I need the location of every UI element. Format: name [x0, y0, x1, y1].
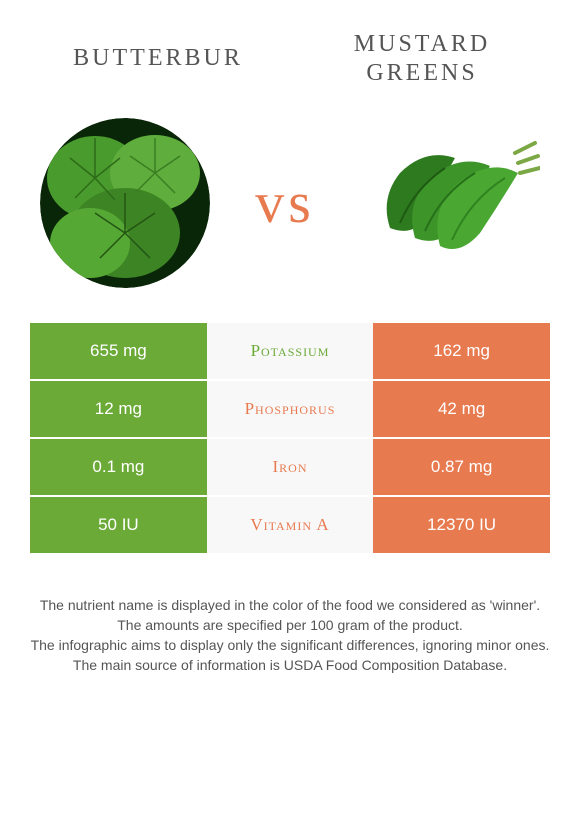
header: Butterbur Mustard Greens	[0, 0, 580, 98]
value-right: 0.87 mg	[373, 439, 550, 495]
images-row: vs	[0, 98, 580, 323]
footer-line: The main source of information is USDA F…	[30, 655, 550, 675]
footer-line: The infographic aims to display only the…	[30, 635, 550, 655]
nutrient-name: Phosphorus	[207, 381, 373, 437]
nutrient-name: Vitamin A	[207, 497, 373, 553]
nutrient-name: Iron	[207, 439, 373, 495]
table-row: 655 mgPotassium162 mg	[30, 323, 550, 381]
value-right: 42 mg	[373, 381, 550, 437]
food-right-title: Mustard Greens	[314, 30, 530, 88]
nutrient-name: Potassium	[207, 323, 373, 379]
table-row: 50 IUVitamin A12370 IU	[30, 497, 550, 555]
food-left-title: Butterbur	[50, 44, 266, 73]
footer-notes: The nutrient name is displayed in the co…	[0, 555, 580, 676]
table-row: 0.1 mgIron0.87 mg	[30, 439, 550, 497]
value-left: 0.1 mg	[30, 439, 207, 495]
footer-line: The nutrient name is displayed in the co…	[30, 595, 550, 615]
value-left: 655 mg	[30, 323, 207, 379]
value-left: 50 IU	[30, 497, 207, 553]
footer-line: The amounts are specified per 100 gram o…	[30, 615, 550, 635]
table-row: 12 mgPhosphorus42 mg	[30, 381, 550, 439]
value-right: 12370 IU	[373, 497, 550, 553]
food-right-image	[360, 128, 540, 278]
nutrient-table: 655 mgPotassium162 mg12 mgPhosphorus42 m…	[0, 323, 580, 555]
vs-label: vs	[255, 169, 315, 236]
food-left-image	[40, 118, 210, 288]
value-right: 162 mg	[373, 323, 550, 379]
value-left: 12 mg	[30, 381, 207, 437]
